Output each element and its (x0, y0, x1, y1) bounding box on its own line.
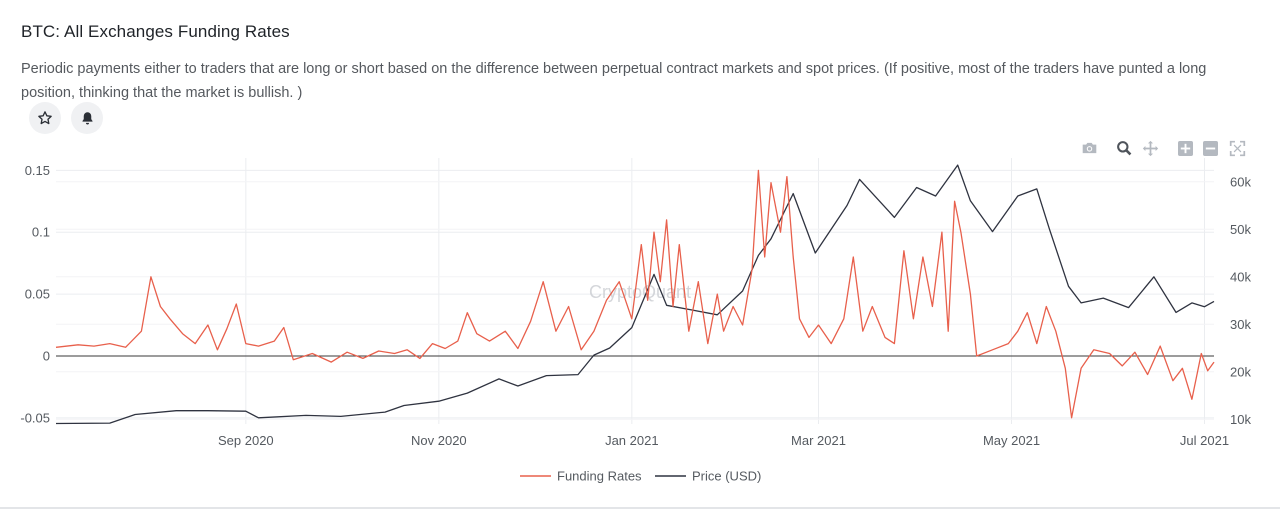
x-tick-label: Jul 2021 (1180, 433, 1229, 448)
y-left-tick-label: 0 (43, 348, 50, 363)
y-right-tick-label: 30k (1230, 317, 1251, 332)
y-right-tick-label: 40k (1230, 269, 1251, 284)
series-line-price (55, 164, 1215, 425)
legend-item[interactable]: Funding Rates (557, 469, 642, 484)
zoom-in-icon[interactable] (1175, 138, 1195, 158)
y-left-tick-label: 0.15 (25, 163, 50, 178)
y-right-tick-label: 60k (1230, 174, 1251, 189)
watermark: CryptoQuant (589, 282, 691, 302)
favorite-button[interactable] (29, 102, 61, 134)
grid (56, 158, 1214, 424)
legend: Funding Rates Price (USD) (520, 469, 761, 484)
zoom-out-icon[interactable] (1200, 138, 1220, 158)
y-right-tick-label: 10k (1230, 412, 1251, 427)
y-left-tick-label: 0.05 (25, 287, 50, 302)
x-tick-label: Sep 2020 (218, 433, 274, 448)
divider (0, 507, 1280, 509)
x-tick-label: Nov 2020 (411, 433, 467, 448)
star-icon (38, 111, 52, 125)
axis-ticks: Sep 2020 Nov 2020 Jan 2021 Mar 2021 May 2021… (20, 163, 1251, 448)
x-tick-label: Mar 2021 (791, 433, 846, 448)
y-left-tick-label: -0.05 (20, 410, 50, 425)
bell-icon (82, 111, 92, 124)
camera-icon[interactable] (1079, 138, 1099, 158)
zoom-icon[interactable] (1114, 138, 1134, 158)
x-tick-label: Jan 2021 (605, 433, 659, 448)
watermark-layer: CryptoQuant (589, 282, 691, 302)
series-lines (55, 164, 1215, 425)
page-title: BTC: All Exchanges Funding Rates (21, 22, 290, 41)
y-right-tick-label: 20k (1230, 364, 1251, 379)
autoscale-icon[interactable] (1227, 138, 1247, 158)
alert-button[interactable] (71, 102, 103, 134)
pan-icon[interactable] (1140, 138, 1160, 158)
y-right-tick-label: 50k (1230, 222, 1251, 237)
legend-item[interactable]: Price (USD) (692, 469, 761, 484)
series-line-funding-rates (55, 169, 1215, 419)
chart-description: Periodic payments either to traders that… (21, 61, 1207, 101)
x-tick-label: May 2021 (983, 433, 1040, 448)
y-left-tick-label: 0.1 (32, 225, 50, 240)
